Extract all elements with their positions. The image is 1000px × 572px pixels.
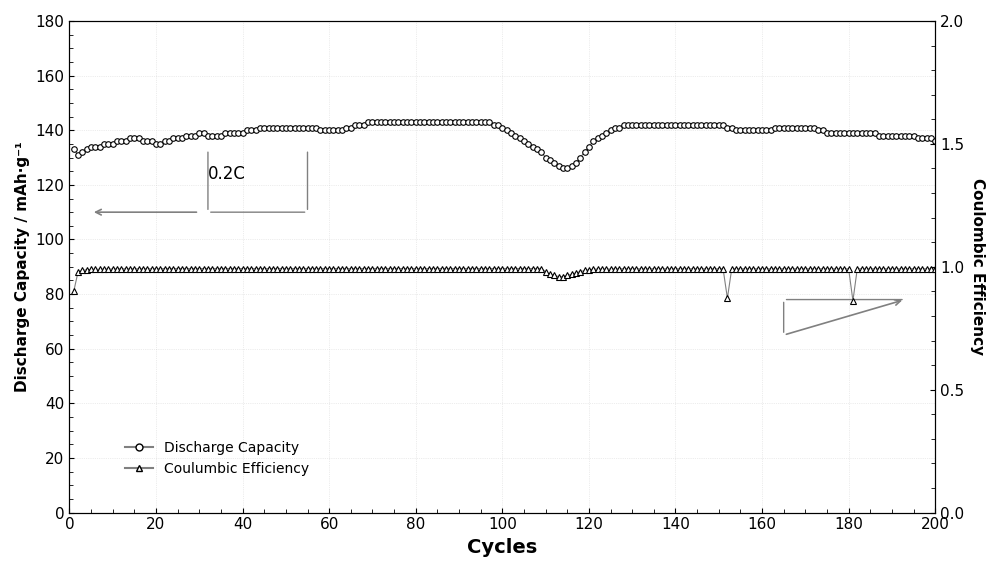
Discharge Capacity [68,146,80,153]
Y-axis label: Discharge Capacity / mAh·g⁻¹: Discharge Capacity / mAh·g⁻¹ [15,141,30,392]
Y-axis label: Coulombic Efficiency: Coulombic Efficiency [970,178,985,355]
Discharge Capacity [557,165,569,172]
Coulumbic Efficiency [847,297,859,304]
Coulumbic Efficiency [232,265,244,272]
Discharge Capacity [929,138,941,145]
Discharge Capacity [102,141,114,148]
Coulumbic Efficiency [895,265,907,272]
Coulumbic Efficiency [864,265,876,272]
X-axis label: Cycles: Cycles [467,538,537,557]
Discharge Capacity [297,124,309,131]
Line: Discharge Capacity: Discharge Capacity [71,120,938,171]
Discharge Capacity [120,138,132,145]
Text: 0.2C: 0.2C [208,165,246,184]
Legend: Discharge Capacity, Coulumbic Efficiency: Discharge Capacity, Coulumbic Efficiency [120,435,315,481]
Discharge Capacity [864,129,876,136]
Line: Coulumbic Efficiency: Coulumbic Efficiency [71,266,938,304]
Coulumbic Efficiency [120,265,132,272]
Discharge Capacity [895,132,907,139]
Discharge Capacity [228,129,240,136]
Discharge Capacity [362,118,374,125]
Coulumbic Efficiency [302,265,314,272]
Coulumbic Efficiency [102,265,114,272]
Coulumbic Efficiency [929,265,941,272]
Coulumbic Efficiency [159,265,171,272]
Coulumbic Efficiency [68,288,80,295]
